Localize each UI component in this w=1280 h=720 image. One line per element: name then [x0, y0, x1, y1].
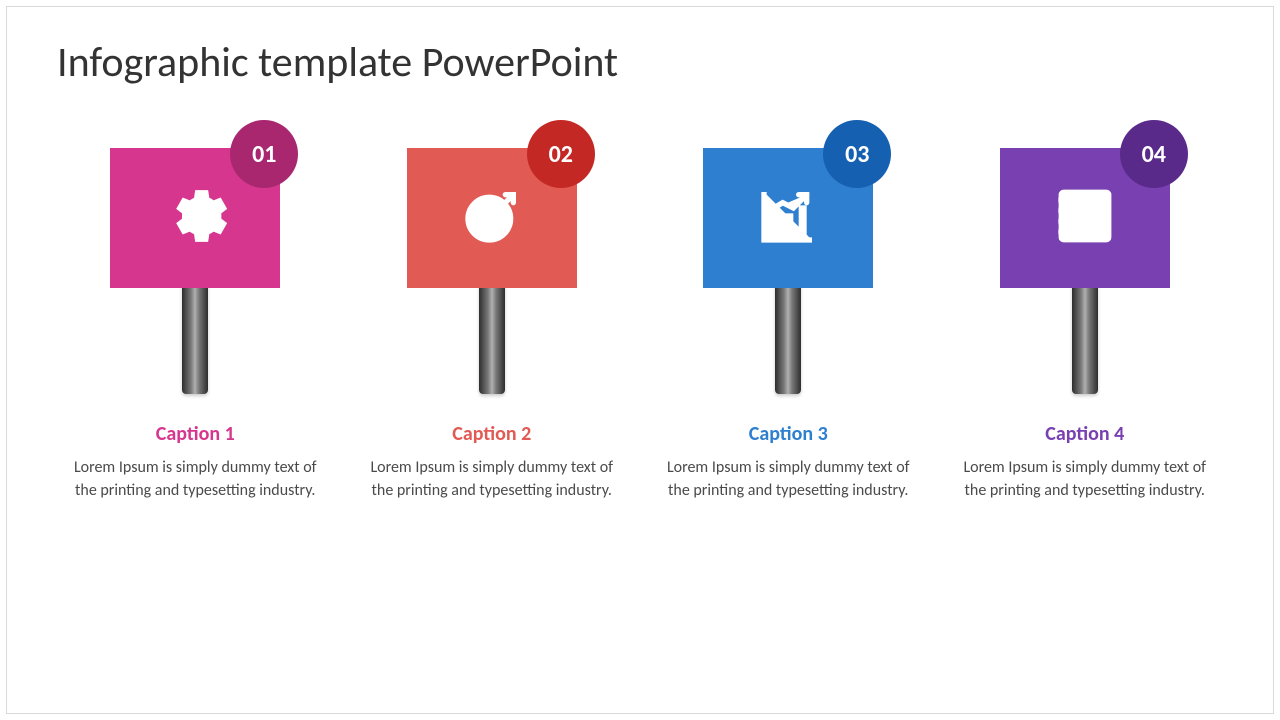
- caption-title-3: Caption 3: [662, 422, 914, 446]
- number-label: 03: [845, 140, 869, 169]
- square-4: 04: [1000, 148, 1170, 288]
- caption-title-2: Caption 2: [366, 422, 618, 446]
- number-badge-2: 02: [527, 120, 595, 188]
- square-2: 02: [407, 148, 577, 288]
- number-label: 02: [549, 140, 573, 169]
- chart-icon: [756, 184, 820, 253]
- caption-block-1: Caption 1 Lorem Ipsum is simply dummy te…: [65, 422, 325, 502]
- caption-block-3: Caption 3 Lorem Ipsum is simply dummy te…: [658, 422, 918, 502]
- infographic-item-4: 04: [955, 148, 1215, 502]
- number-badge-3: 03: [823, 120, 891, 188]
- infographic-item-3: 03 Caption: [658, 148, 918, 502]
- number-label: 04: [1142, 140, 1166, 169]
- sign-2: 02: [392, 148, 592, 394]
- sign-1: 01: [95, 148, 295, 394]
- number-badge-1: 01: [230, 120, 298, 188]
- caption-body-3: Lorem Ipsum is simply dummy text of the …: [662, 456, 914, 502]
- target-icon: [460, 184, 524, 253]
- sign-3: 03: [688, 148, 888, 394]
- sign-4: 04: [985, 148, 1185, 394]
- caption-body-1: Lorem Ipsum is simply dummy text of the …: [69, 456, 321, 502]
- post-4: [1072, 284, 1098, 394]
- strategy-icon: [1053, 184, 1117, 253]
- post-3: [775, 284, 801, 394]
- square-3: 03: [703, 148, 873, 288]
- caption-title-1: Caption 1: [69, 422, 321, 446]
- infographic-item-2: 02 Caption 2 Lorem Ipsum is simply dummy…: [362, 148, 622, 502]
- caption-title-4: Caption 4: [959, 422, 1211, 446]
- number-label: 01: [252, 140, 276, 169]
- post-1: [182, 284, 208, 394]
- infographic-row: 01 Caption 1 Lorem Ipsum is simply dummy…: [57, 148, 1223, 502]
- number-badge-4: 04: [1120, 120, 1188, 188]
- caption-block-2: Caption 2 Lorem Ipsum is simply dummy te…: [362, 422, 622, 502]
- caption-body-4: Lorem Ipsum is simply dummy text of the …: [959, 456, 1211, 502]
- slide-container: Infographic template PowerPoint 01 Capti…: [6, 6, 1274, 714]
- square-1: 01: [110, 148, 280, 288]
- infographic-item-1: 01 Caption 1 Lorem Ipsum is simply dummy…: [65, 148, 325, 502]
- caption-body-2: Lorem Ipsum is simply dummy text of the …: [366, 456, 618, 502]
- caption-block-4: Caption 4 Lorem Ipsum is simply dummy te…: [955, 422, 1215, 502]
- gear-icon: [163, 184, 227, 253]
- post-2: [479, 284, 505, 394]
- slide-title: Infographic template PowerPoint: [57, 37, 1223, 88]
